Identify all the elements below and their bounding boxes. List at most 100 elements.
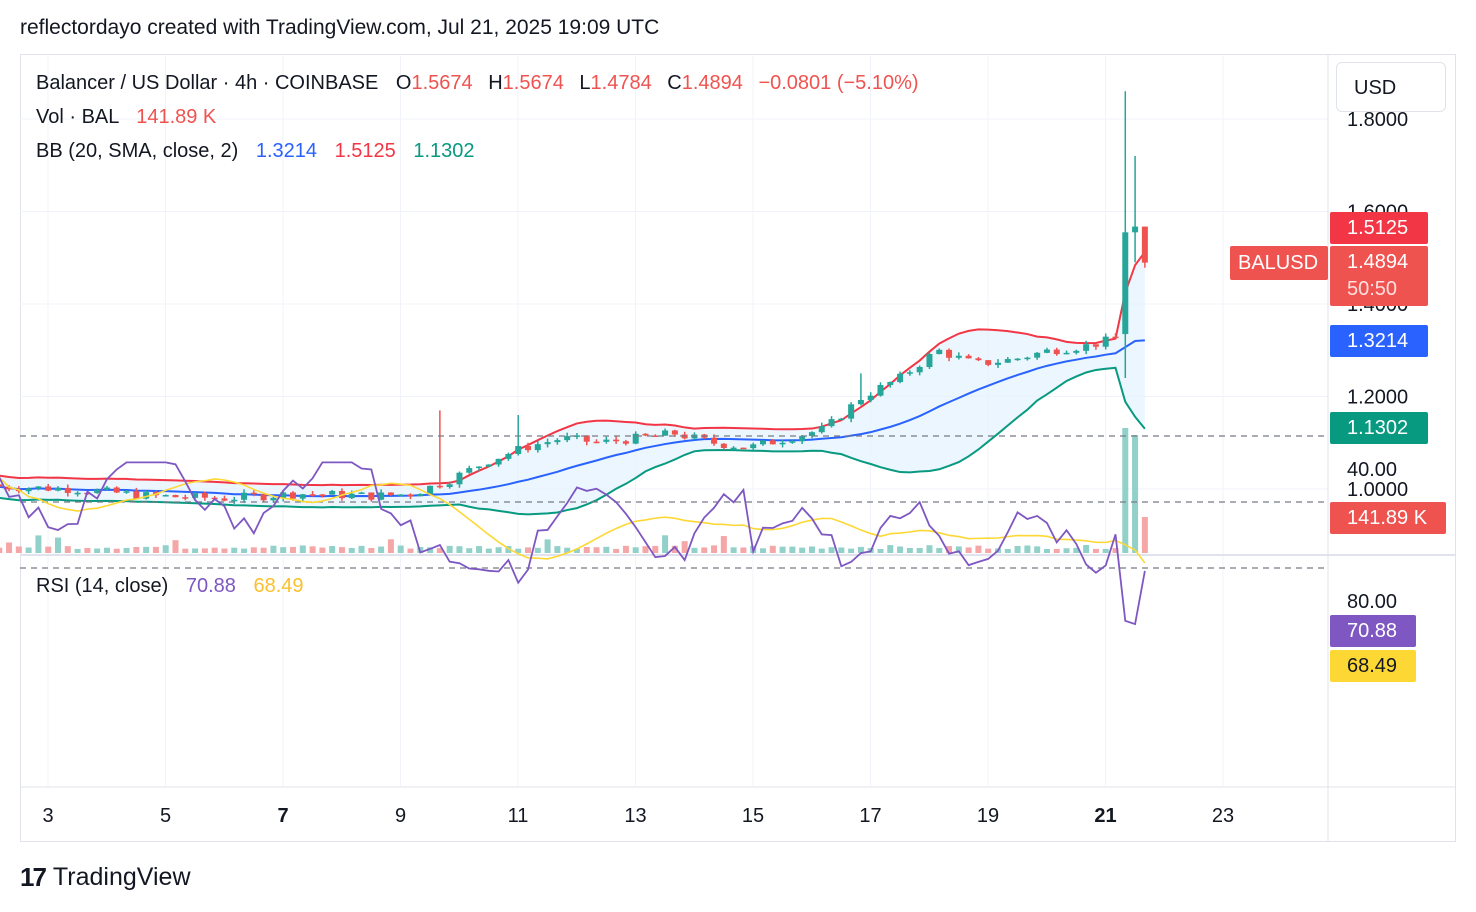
currency-button[interactable]: USD: [1336, 62, 1446, 112]
volume-bar: [838, 547, 845, 553]
volume-legend: Vol · BAL 141.89 K: [36, 106, 216, 129]
volume-bar: [299, 545, 306, 553]
candle-body: [446, 484, 453, 487]
volume-bar: [1141, 517, 1148, 553]
volume-bar: [113, 548, 120, 553]
time-tick-label: 5: [160, 805, 171, 827]
volume-bar: [270, 545, 277, 553]
volume-bar: [152, 546, 159, 553]
candle-body: [1092, 344, 1099, 347]
rsi-tick-label: 80.00: [1347, 591, 1397, 613]
candle-body: [6, 486, 13, 490]
candle-body: [113, 487, 120, 493]
volume-bar: [84, 548, 91, 553]
candle-body: [192, 493, 199, 498]
volume-bar: [760, 548, 766, 553]
candle-body: [456, 472, 463, 485]
close-value: 1.4894: [681, 72, 743, 94]
candle-body: [946, 349, 953, 358]
candle-body: [387, 492, 394, 495]
symbol-title[interactable]: Balancer / US Dollar · 4h · COINBASE: [36, 72, 379, 94]
candle-body: [867, 395, 874, 400]
volume-bar: [603, 546, 610, 553]
candle-body: [260, 494, 267, 501]
volume-bar: [436, 548, 443, 553]
candle-body: [64, 487, 71, 493]
candle-body: [1063, 352, 1070, 355]
volume-bar: [525, 547, 531, 553]
volume-tag: 141.89 K: [1330, 502, 1446, 534]
candle-body: [1102, 336, 1109, 347]
bb-label[interactable]: BB (20, SMA, close, 2): [36, 140, 239, 162]
candle-body: [495, 458, 502, 465]
volume-bar: [1132, 435, 1139, 553]
candle-body: [711, 437, 718, 444]
volume-bar: [231, 547, 238, 553]
candle-body: [231, 499, 238, 502]
candle-body: [1024, 357, 1031, 360]
bb-lower-line: [0, 366, 1146, 516]
candle-body: [505, 453, 512, 459]
volume-bar: [495, 547, 502, 553]
candle-body: [818, 426, 825, 433]
candle-body: [926, 354, 933, 368]
candle-body: [143, 492, 150, 499]
candle-body: [378, 492, 385, 500]
volume-bar: [94, 548, 101, 553]
candle-body: [319, 494, 326, 496]
candle-body: [975, 358, 982, 361]
candle-body: [103, 487, 110, 490]
volume-bar: [671, 545, 678, 553]
rsi-legend: RSI (14, close) 70.88 68.49: [36, 575, 304, 598]
volume-bar: [133, 547, 140, 553]
candle-body: [55, 487, 61, 491]
volume-bar: [358, 545, 365, 553]
volume-bar: [652, 545, 659, 553]
candle-body: [476, 466, 483, 469]
volume-bar: [505, 545, 512, 553]
volume-bar: [701, 547, 708, 553]
time-tick-label: 15: [742, 805, 764, 827]
volume-bar: [74, 548, 81, 553]
volume-bar: [593, 547, 600, 553]
volume-label[interactable]: Vol · BAL: [36, 106, 119, 128]
candle-body: [848, 404, 855, 419]
candle-body: [436, 485, 443, 488]
upper-band-tag: 1.5125: [1330, 212, 1428, 244]
candle-body: [906, 372, 913, 374]
volume-bar: [172, 540, 179, 553]
basis-tag: 1.3214: [1330, 325, 1428, 357]
time-tick-label: 9: [395, 805, 406, 827]
change-value: −0.0801 (−5.10%): [758, 72, 919, 94]
candle-body: [45, 486, 52, 491]
rsi-tag: 70.88: [1330, 615, 1416, 647]
candle-body: [671, 430, 678, 435]
volume-bar: [35, 535, 42, 553]
volume-bar: [1083, 545, 1090, 553]
volume-bar: [730, 547, 737, 553]
volume-bar: [1014, 546, 1021, 553]
bollinger-band-fill: [0, 251, 1145, 515]
candle-body: [290, 492, 296, 499]
volume-bar: [1122, 428, 1129, 553]
rsi-ma-line: [0, 476, 1146, 564]
candle-body: [466, 468, 473, 473]
rsi-line: [0, 461, 1146, 626]
candle-body: [857, 399, 864, 405]
volume-bar: [241, 548, 248, 553]
rsi-pane: [0, 435, 1328, 626]
tradingview-logo[interactable]: 17 TradingView: [20, 862, 191, 893]
volume-bar: [975, 545, 982, 553]
candle-body: [348, 493, 355, 499]
volume-bar: [0, 547, 3, 553]
candle-body: [632, 433, 639, 444]
volume-bar: [906, 548, 913, 553]
volume-bar: [446, 545, 453, 553]
volume-bar: [711, 545, 718, 553]
candle-body: [397, 494, 404, 496]
volume-bar: [103, 547, 110, 553]
rsi-label[interactable]: RSI (14, close): [36, 575, 169, 597]
candle-body: [182, 497, 189, 499]
volume-bar: [1034, 546, 1041, 553]
